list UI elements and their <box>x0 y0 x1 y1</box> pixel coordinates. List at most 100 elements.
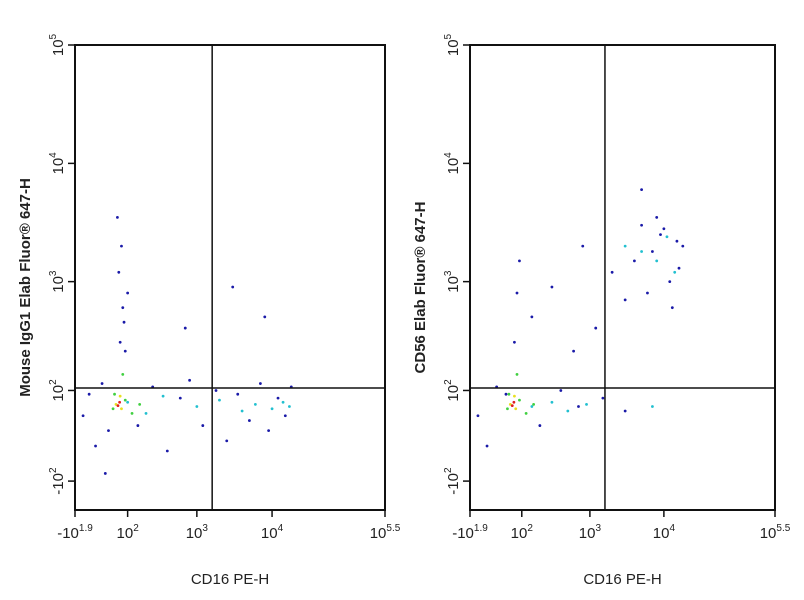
event-dot <box>476 414 480 418</box>
event-dot <box>116 404 120 408</box>
event-dot <box>651 250 654 253</box>
event-dot <box>677 266 681 270</box>
event-dot <box>550 285 554 289</box>
event-dot <box>270 407 274 411</box>
event-dot <box>111 407 115 411</box>
event-dot <box>640 188 643 192</box>
tick-base: -10 <box>57 525 79 542</box>
x-tick-label: 103 <box>579 523 602 542</box>
tick-exponent: 5.5 <box>386 523 400 534</box>
tick-base: 10 <box>653 525 670 542</box>
tick-base: 10 <box>261 525 278 542</box>
event-dot <box>512 400 516 404</box>
tick-base: 10 <box>117 525 134 542</box>
event-dot <box>116 215 119 219</box>
event-dot <box>236 392 240 396</box>
event-dot <box>188 378 191 382</box>
event-dot <box>572 349 575 353</box>
tick-base: 10 <box>50 158 67 175</box>
event-dot <box>659 233 662 237</box>
event-dot <box>120 407 123 411</box>
x-tick-label: 103 <box>186 523 209 542</box>
x-tick-label: 105.5 <box>760 523 791 542</box>
tick-base: -10 <box>50 473 67 495</box>
event-dot <box>507 392 511 396</box>
x-tick-label: 104 <box>261 523 284 542</box>
event-dot <box>121 372 125 376</box>
event-dot <box>510 404 514 408</box>
tick-base: -10 <box>445 473 462 495</box>
event-dot <box>518 398 521 402</box>
event-dot <box>178 396 182 400</box>
event-dot <box>485 444 489 448</box>
event-dot <box>103 472 107 475</box>
event-dot <box>195 405 199 408</box>
event-dot <box>136 424 140 427</box>
tick-exponent: 4 <box>443 152 454 158</box>
event-dot <box>530 315 534 319</box>
event-dot <box>655 215 659 219</box>
event-dot <box>114 402 118 406</box>
panel: -101.9 102 103 104 105.5-102102103104105CD16… <box>412 33 791 588</box>
tick-exponent: 3 <box>595 523 601 534</box>
y-axis-title: Mouse IgG1 Elab Fluor® 647-H <box>17 178 34 397</box>
event-dot <box>281 400 285 404</box>
x-tick-label: 102 <box>511 523 534 542</box>
event-dot <box>506 407 509 411</box>
y-tick-label: -102 <box>443 467 462 495</box>
event-dot <box>668 280 672 284</box>
tick-exponent: 3 <box>443 270 454 276</box>
event-dot <box>585 402 588 406</box>
tick-exponent: 5.5 <box>776 523 790 534</box>
tick-base: 10 <box>445 276 462 293</box>
tick-base: 10 <box>50 276 67 293</box>
event-dot <box>144 411 148 415</box>
event-dot <box>633 259 636 263</box>
event-dot <box>165 449 169 453</box>
event-dot <box>122 320 126 324</box>
event-dot <box>113 392 116 396</box>
plot-frame <box>469 44 776 511</box>
event-dot <box>662 227 666 231</box>
event-dot <box>118 400 122 404</box>
event-dot <box>675 239 679 243</box>
event-dot <box>126 400 130 404</box>
tick-exponent: 3 <box>48 270 59 276</box>
y-axis-title: CD56 Elab Fluor® 647-H <box>412 202 429 374</box>
event-dot <box>123 398 127 402</box>
event-dot <box>651 405 654 408</box>
tick-base: 10 <box>445 39 462 56</box>
event-dot <box>288 405 291 408</box>
tick-base: 10 <box>50 39 67 56</box>
event-dot <box>504 392 508 396</box>
x-tick-label: -101.9 <box>452 523 488 542</box>
event-dot <box>214 389 218 392</box>
event-dot <box>118 394 122 398</box>
tick-exponent: 4 <box>669 523 675 534</box>
event-dot <box>559 389 563 392</box>
tick-exponent: 2 <box>527 523 533 534</box>
event-dot <box>259 382 262 385</box>
event-dot <box>87 392 91 396</box>
event-dot <box>126 291 130 295</box>
event-dot <box>623 298 627 302</box>
event-dot <box>231 285 235 289</box>
event-dot <box>566 409 570 413</box>
x-tick-label: 105.5 <box>370 523 401 542</box>
event-dot <box>655 259 659 263</box>
tick-base: 10 <box>579 525 596 542</box>
event-dot <box>283 414 287 418</box>
event-dot <box>276 396 280 400</box>
event-dot <box>515 372 519 376</box>
tick-base: 10 <box>186 525 203 542</box>
event-dot <box>201 424 205 427</box>
tick-exponent: 1.9 <box>474 523 488 534</box>
event-dot <box>670 306 674 310</box>
event-dot <box>623 409 627 413</box>
event-dot <box>623 244 627 248</box>
x-tick-label: -101.9 <box>57 523 93 542</box>
tick-exponent: 2 <box>48 467 59 473</box>
y-tick-label: 105 <box>443 33 462 56</box>
event-dot <box>94 444 97 448</box>
